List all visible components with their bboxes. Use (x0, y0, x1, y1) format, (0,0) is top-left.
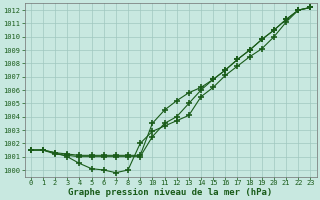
X-axis label: Graphe pression niveau de la mer (hPa): Graphe pression niveau de la mer (hPa) (68, 188, 273, 197)
